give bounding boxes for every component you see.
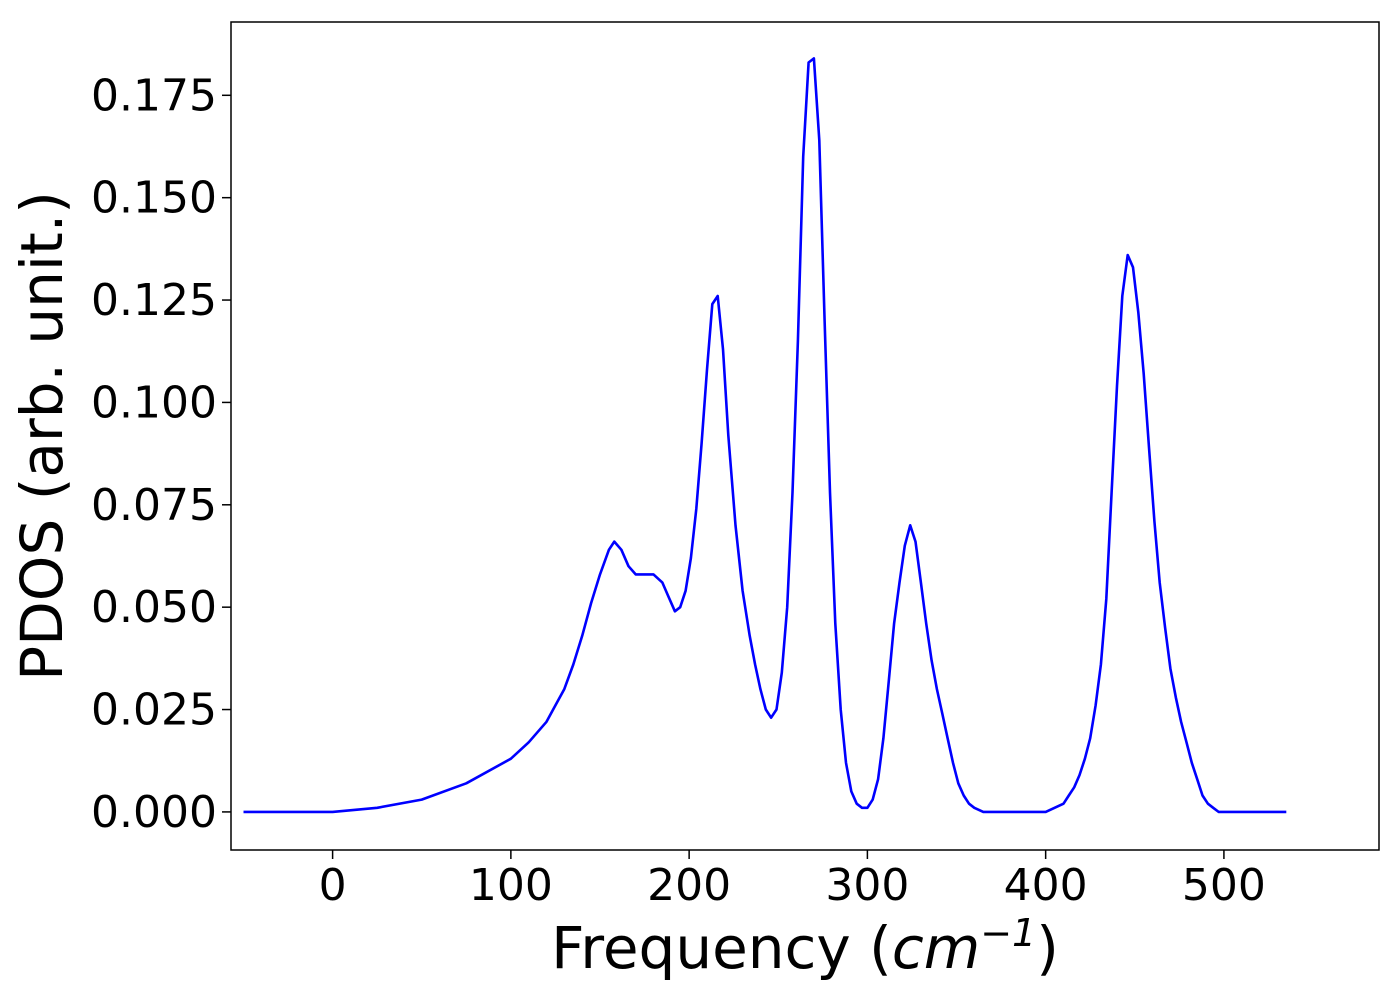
- y-tick-label: 0.075: [91, 480, 217, 531]
- y-tick-label: 0.025: [91, 685, 217, 736]
- x-tick-label: 100: [469, 860, 553, 911]
- x-tick-label: 0: [319, 860, 347, 911]
- x-axis-label-exponent: −1: [980, 911, 1036, 955]
- x-axis-label: Frequency (cm−1): [551, 911, 1059, 982]
- x-tick-label: 300: [825, 860, 909, 911]
- pdos-series-line: [243, 57, 1287, 814]
- x-axis-label-unit: cm: [892, 914, 980, 982]
- y-tick-label: 0.050: [91, 582, 217, 633]
- y-tick-label: 0.175: [91, 70, 217, 121]
- y-tick-label: 0.150: [91, 173, 217, 224]
- y-tick-label: 0.100: [91, 377, 217, 428]
- x-tick-label: 400: [1004, 860, 1088, 911]
- x-axis-label-close: ): [1036, 914, 1059, 982]
- x-axis-ticks: 0 100 200 300 400 500: [319, 850, 1266, 911]
- y-tick-label: 0.000: [91, 787, 217, 838]
- y-tick-label: 0.125: [91, 275, 217, 326]
- plot-area-frame: [230, 21, 1380, 851]
- x-tick-label: 500: [1182, 860, 1266, 911]
- x-tick-label: 200: [647, 860, 731, 911]
- y-axis-label: PDOS (arb. unit.): [8, 191, 76, 681]
- y-axis-ticks: 0.000 0.025 0.050 0.075 0.100 0.125 0.150 0.175: [91, 70, 231, 838]
- series-layer: [243, 57, 1287, 814]
